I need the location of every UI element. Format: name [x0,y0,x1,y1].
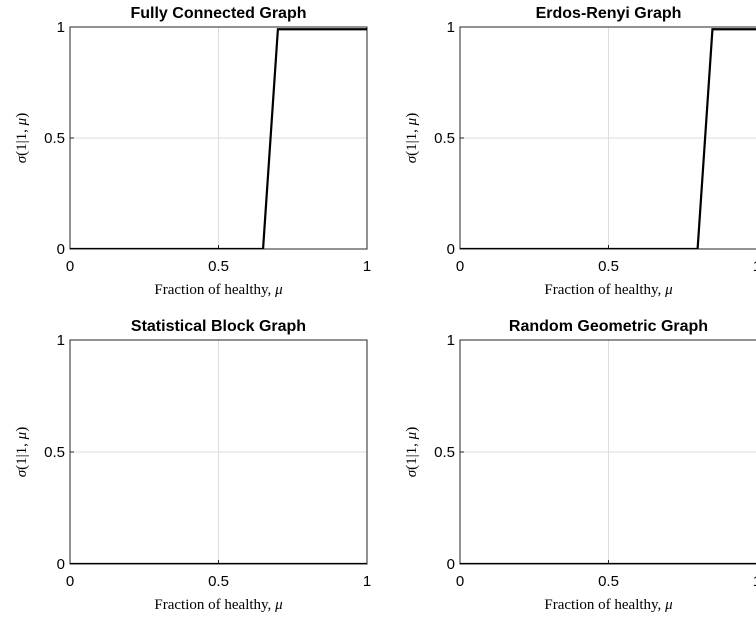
y-tick-label: 1 [57,332,65,349]
x-axis-label: Fraction of healthy, μ [544,597,673,613]
subplot-2: 0 0.5 1 0 0.5 1 Erdos-Renyi Graph Fraction of h… [404,5,756,298]
series-line [460,28,756,249]
y-tick-label: 0 [447,556,455,573]
y-tick-label: 0.5 [44,444,65,461]
x-axis-label: Fraction of healthy, μ [544,282,673,298]
y-tick-label: 1 [447,19,455,36]
y-tick-label: 1 [447,332,455,349]
subplot-1: 0 0.5 1 0 0.5 1 Fully Connected Graph Fraction … [14,5,371,298]
x-tick-label: 0.5 [208,573,229,590]
y-tick-label: 1 [57,19,65,36]
subplot-3: 0 0.5 1 0 0.5 1 Statistical Block Graph Fractio… [14,318,371,613]
x-axis-label: Fraction of healthy, μ [154,597,283,613]
x-tick-label: 0.5 [598,258,619,275]
chart-title: Statistical Block Graph [131,318,306,335]
y-tick-label: 0.5 [434,130,455,147]
chart-title: Random Geometric Graph [509,318,708,335]
x-tick-label: 0 [66,258,74,275]
x-tick-label: 0.5 [208,258,229,275]
x-tick-label: 1 [753,573,756,590]
y-tick-label: 0 [57,556,65,573]
x-tick-label: 0 [456,573,464,590]
x-tick-label: 1 [363,258,371,275]
y-tick-label: 0 [57,241,65,258]
x-tick-label: 0 [66,573,74,590]
x-tick-label: 1 [363,573,371,590]
y-tick-label: 0.5 [434,444,455,461]
x-tick-label: 0.5 [598,573,619,590]
x-tick-label: 0 [456,258,464,275]
y-tick-label: 0.5 [44,130,65,147]
y-axis-label: σ(1|1, μ) [404,113,420,163]
subplot-4: 0 0.5 1 0 0.5 1 Random Geometric Graph Fraction… [404,318,756,613]
x-tick-label: 1 [753,258,756,275]
y-axis-label: σ(1|1, μ) [404,427,420,477]
y-axis-label: σ(1|1, μ) [14,427,30,477]
chart-title: Fully Connected Graph [130,5,306,22]
y-tick-label: 0 [447,241,455,258]
chart-title: Erdos-Renyi Graph [536,5,682,22]
x-axis-label: Fraction of healthy, μ [154,282,283,298]
series-line [70,28,367,249]
y-axis-label: σ(1|1, μ) [14,113,30,163]
